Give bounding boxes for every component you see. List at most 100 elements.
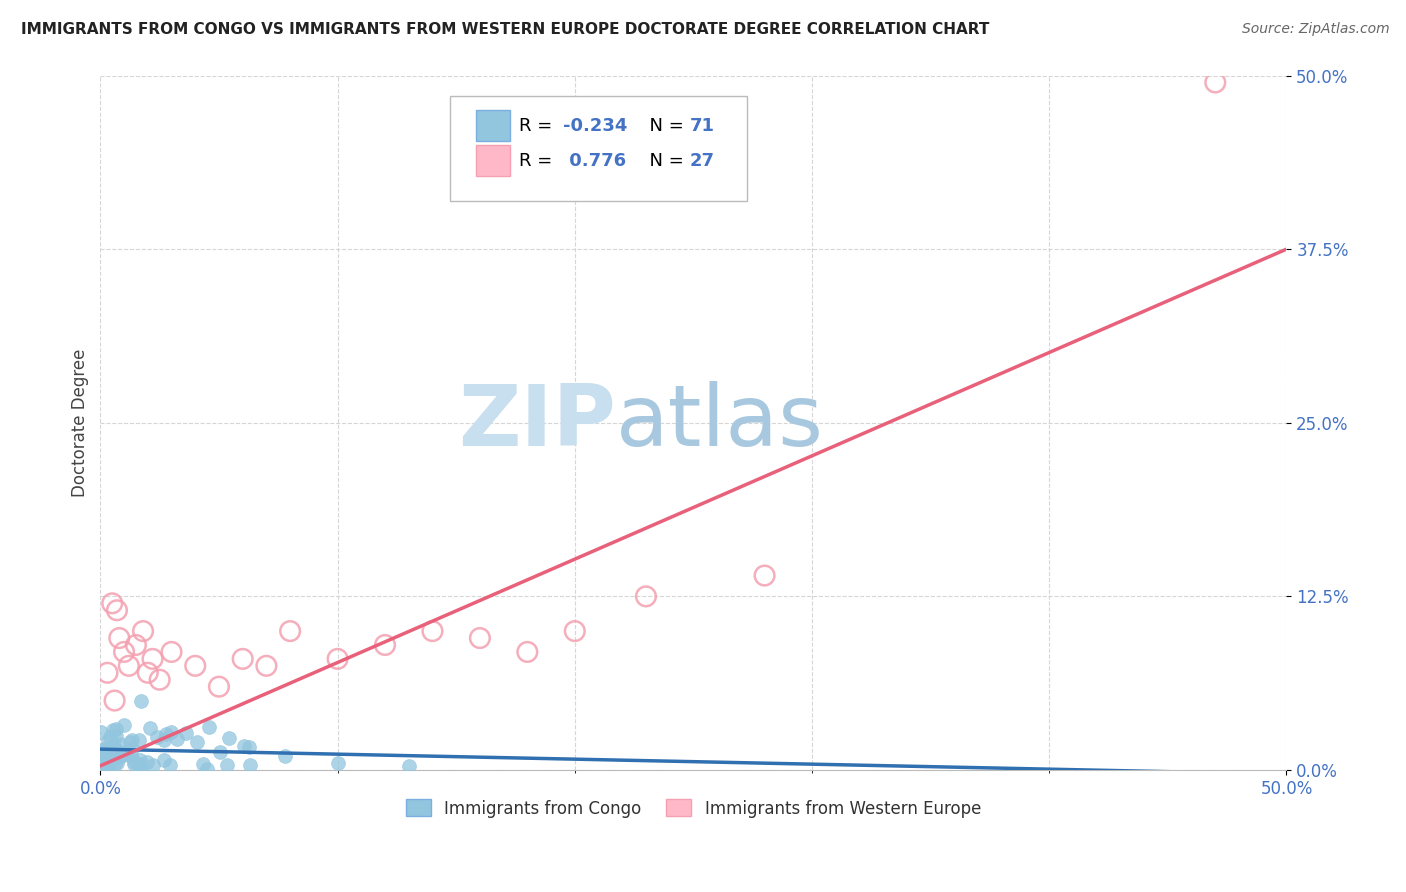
- Point: [232, 652, 254, 666]
- Point: [122, 757, 145, 772]
- Point: [129, 760, 152, 774]
- Point: [145, 731, 167, 745]
- Point: [191, 756, 214, 771]
- Point: [160, 725, 183, 739]
- Point: [128, 753, 150, 767]
- Point: [186, 735, 208, 749]
- Point: [326, 756, 349, 770]
- Point: [104, 729, 127, 743]
- Point: [105, 603, 128, 617]
- Point: [114, 746, 136, 760]
- Point: [108, 749, 131, 764]
- Point: [120, 748, 142, 763]
- Text: N =: N =: [638, 152, 689, 170]
- Point: [217, 758, 239, 772]
- FancyBboxPatch shape: [450, 96, 747, 201]
- Legend: Immigrants from Congo, Immigrants from Western Europe: Immigrants from Congo, Immigrants from W…: [399, 793, 988, 824]
- Point: [104, 742, 127, 756]
- Point: [98, 755, 121, 769]
- Point: [754, 568, 776, 582]
- Point: [101, 596, 124, 610]
- Point: [96, 761, 118, 775]
- Point: [159, 757, 181, 772]
- Point: [166, 731, 188, 746]
- Point: [254, 658, 277, 673]
- Point: [118, 658, 141, 673]
- Point: [233, 739, 256, 753]
- Point: [114, 718, 136, 732]
- Point: [91, 755, 114, 769]
- Point: [100, 743, 122, 757]
- Point: [118, 735, 141, 749]
- Point: [96, 757, 118, 772]
- Point: [97, 753, 120, 767]
- Point: [108, 631, 131, 645]
- Text: ZIP: ZIP: [458, 381, 616, 464]
- Point: [129, 693, 152, 707]
- Point: [98, 731, 121, 745]
- Point: [174, 726, 197, 740]
- Point: [209, 745, 232, 759]
- Point: [153, 753, 176, 767]
- Text: N =: N =: [638, 117, 689, 136]
- Point: [90, 724, 112, 739]
- Y-axis label: Doctorate Degree: Doctorate Degree: [72, 349, 89, 497]
- Text: R =: R =: [519, 152, 558, 170]
- Point: [326, 652, 349, 666]
- Point: [398, 759, 420, 773]
- Point: [97, 733, 120, 747]
- Point: [104, 744, 127, 758]
- Point: [105, 722, 128, 736]
- Point: [136, 665, 159, 680]
- Text: 27: 27: [690, 152, 714, 170]
- Point: [98, 750, 121, 764]
- Point: [122, 755, 145, 769]
- Point: [142, 757, 165, 772]
- Point: [103, 739, 125, 753]
- Point: [516, 645, 538, 659]
- Point: [101, 723, 124, 737]
- Text: 0.776: 0.776: [562, 152, 626, 170]
- Point: [135, 755, 157, 769]
- Text: atlas: atlas: [616, 381, 824, 464]
- Point: [110, 737, 132, 751]
- Point: [132, 624, 155, 639]
- Point: [278, 624, 301, 639]
- FancyBboxPatch shape: [477, 145, 509, 177]
- Point: [208, 680, 231, 694]
- Point: [94, 756, 117, 770]
- Point: [274, 749, 297, 764]
- Point: [422, 624, 444, 639]
- Point: [91, 746, 114, 760]
- Point: [112, 645, 135, 659]
- Point: [468, 631, 491, 645]
- Point: [160, 645, 183, 659]
- Point: [97, 756, 120, 770]
- Point: [218, 731, 240, 745]
- Point: [138, 721, 160, 735]
- Point: [93, 742, 115, 756]
- Point: [195, 762, 218, 776]
- Point: [152, 733, 174, 747]
- FancyBboxPatch shape: [477, 111, 509, 142]
- Point: [184, 658, 207, 673]
- Point: [121, 732, 143, 747]
- Text: 71: 71: [690, 117, 714, 136]
- Point: [239, 758, 262, 772]
- Point: [90, 755, 112, 769]
- Point: [128, 757, 150, 772]
- Point: [96, 665, 118, 680]
- Point: [564, 624, 586, 639]
- Point: [128, 760, 150, 774]
- Point: [115, 747, 138, 762]
- Text: Source: ZipAtlas.com: Source: ZipAtlas.com: [1241, 22, 1389, 37]
- Point: [121, 742, 143, 756]
- Point: [141, 652, 163, 666]
- Text: IMMIGRANTS FROM CONGO VS IMMIGRANTS FROM WESTERN EUROPE DOCTORATE DEGREE CORRELA: IMMIGRANTS FROM CONGO VS IMMIGRANTS FROM…: [21, 22, 990, 37]
- Point: [634, 590, 657, 604]
- Text: R =: R =: [519, 117, 558, 136]
- Point: [374, 638, 396, 652]
- Point: [91, 754, 114, 768]
- Point: [103, 693, 125, 707]
- Point: [97, 762, 120, 776]
